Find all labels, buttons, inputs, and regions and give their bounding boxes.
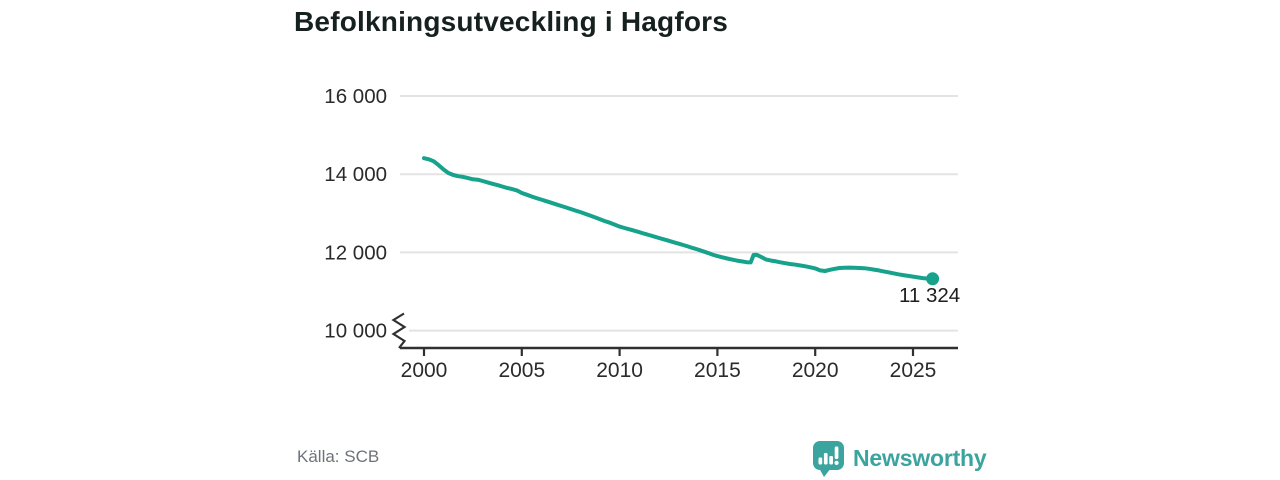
y-tick-label: 10 000 — [324, 320, 387, 343]
logo-bubble — [813, 441, 844, 470]
y-tick-label: 16 000 — [324, 85, 387, 108]
newsworthy-branding: Newsworthy — [812, 440, 987, 478]
logo-bar-chart-glyph — [818, 446, 839, 465]
chart-title: Befolkningsutveckling i Hagfors — [294, 6, 729, 37]
latest-value-label: 11 324 — [899, 284, 960, 307]
x-tick-label: 2000 — [401, 359, 448, 382]
newsworthy-logo-icon — [813, 441, 844, 477]
logo-bubble-tail — [819, 468, 831, 477]
y-tick-label: 14 000 — [324, 163, 387, 186]
x-tick-label: 2005 — [498, 359, 545, 382]
source-label: Källa: SCB — [297, 447, 380, 466]
population-line — [422, 156, 935, 281]
latest-value-dot — [926, 272, 940, 286]
y-tick-label: 12 000 — [324, 241, 387, 264]
x-tick-label: 2010 — [596, 359, 643, 382]
newsworthy-wordmark: Newsworthy — [853, 445, 987, 471]
x-tick-label: 2015 — [694, 359, 741, 382]
y-axis-break-icon — [391, 312, 407, 349]
x-tick-label: 2025 — [890, 359, 937, 382]
x-tick-label: 2020 — [792, 359, 839, 382]
